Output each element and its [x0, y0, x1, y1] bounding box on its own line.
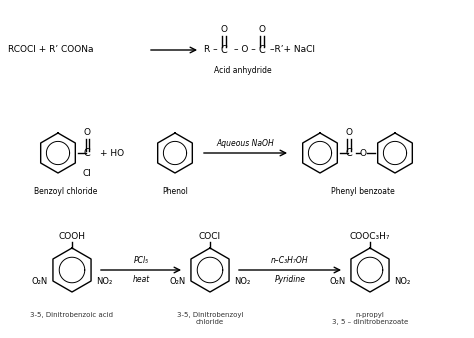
Text: RCOCl + R’ COONa: RCOCl + R’ COONa [8, 46, 93, 54]
Text: O: O [346, 128, 353, 137]
Text: NO₂: NO₂ [234, 276, 250, 286]
Text: NO₂: NO₂ [96, 276, 112, 286]
Text: 3-5, Dinitrobenzoyl
chloride: 3-5, Dinitrobenzoyl chloride [177, 312, 243, 325]
Text: C: C [220, 45, 228, 55]
Text: O₂N: O₂N [170, 276, 186, 286]
Text: –R’+ NaCl: –R’+ NaCl [270, 46, 315, 54]
Text: n–C₃H₇OH: n–C₃H₇OH [271, 256, 309, 265]
Text: R –: R – [204, 46, 218, 54]
Text: O: O [83, 128, 91, 137]
Text: Phenyl benzoate: Phenyl benzoate [331, 187, 394, 196]
Text: NO₂: NO₂ [394, 276, 410, 286]
Text: Cl: Cl [82, 169, 91, 178]
Text: COOC₃H₇: COOC₃H₇ [350, 232, 390, 241]
Text: O: O [220, 25, 228, 34]
Text: Phenol: Phenol [162, 187, 188, 196]
Text: C: C [346, 148, 352, 158]
Text: O: O [360, 149, 367, 159]
Text: + HO: + HO [100, 148, 124, 158]
Text: Acid anhydride: Acid anhydride [214, 66, 272, 75]
Text: – O –: – O – [234, 46, 256, 54]
Text: C: C [83, 148, 91, 158]
Text: Pyridine: Pyridine [274, 275, 306, 284]
Text: COOH: COOH [58, 232, 85, 241]
Text: C: C [259, 45, 265, 55]
Text: COCl: COCl [199, 232, 221, 241]
Text: heat: heat [132, 275, 150, 284]
Text: Aqueous NaOH: Aqueous NaOH [217, 139, 274, 148]
Text: 3-5, Dinitrobenzoic acid: 3-5, Dinitrobenzoic acid [30, 312, 113, 318]
Text: Benzoyl chloride: Benzoyl chloride [34, 187, 98, 196]
Text: n-propyl
3, 5 – dinitrobenzoate: n-propyl 3, 5 – dinitrobenzoate [332, 312, 408, 325]
Text: O: O [258, 25, 265, 34]
Text: PCl₅: PCl₅ [134, 256, 148, 265]
Text: O₂N: O₂N [32, 276, 48, 286]
Text: O₂N: O₂N [330, 276, 346, 286]
